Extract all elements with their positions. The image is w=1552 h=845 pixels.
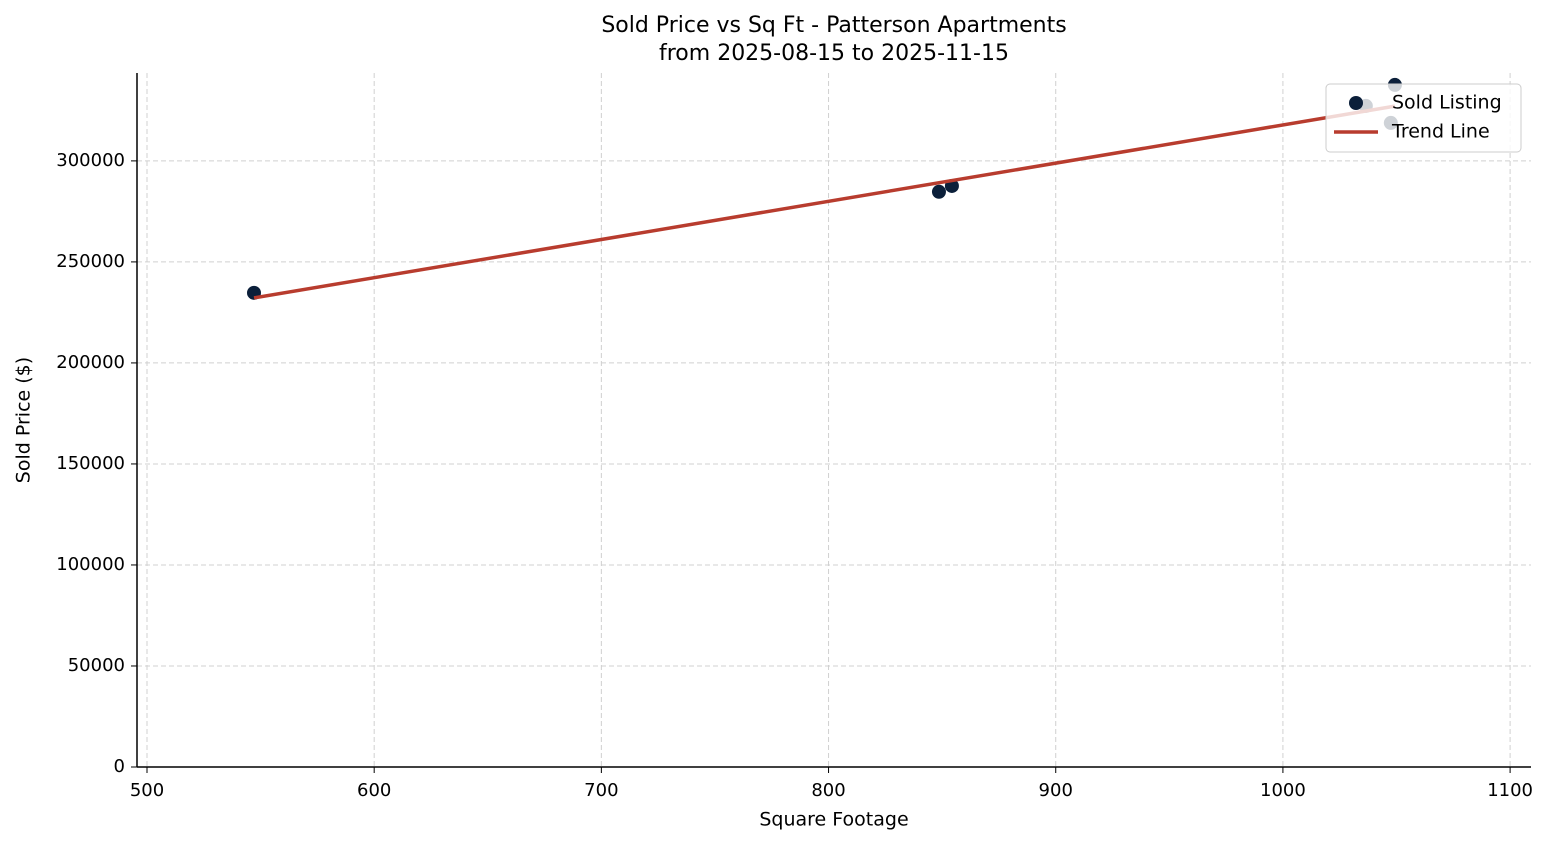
x-tick-label: 600 xyxy=(357,780,391,801)
y-tick-label: 0 xyxy=(114,756,125,777)
y-tick-label: 50000 xyxy=(68,655,125,676)
y-axis-label: Sold Price ($) xyxy=(13,357,35,483)
y-tick-label: 200000 xyxy=(56,352,125,373)
x-tick-label: 800 xyxy=(811,780,845,801)
y-tick-label: 250000 xyxy=(56,251,125,272)
legend-label: Trend Line xyxy=(1391,121,1490,143)
legend-label: Sold Listing xyxy=(1392,92,1502,114)
chart-subtitle: from 2025-08-15 to 2025-11-15 xyxy=(659,41,1009,66)
y-tick-label: 150000 xyxy=(56,453,125,474)
x-tick-label: 1100 xyxy=(1487,780,1533,801)
x-axis-label: Square Footage xyxy=(759,809,908,831)
x-tick-label: 900 xyxy=(1039,780,1073,801)
x-tick-label: 500 xyxy=(130,780,164,801)
legend-marker xyxy=(1349,96,1363,110)
x-tick-label: 1000 xyxy=(1260,780,1306,801)
data-point xyxy=(931,184,946,199)
x-tick-label: 700 xyxy=(584,780,618,801)
legend-box xyxy=(1325,83,1522,153)
chart-title: Sold Price vs Sq Ft - Patterson Apartmen… xyxy=(601,13,1066,38)
y-tick-label: 100000 xyxy=(56,554,125,575)
trend-line xyxy=(253,104,1396,300)
y-tick-label: 300000 xyxy=(56,150,125,171)
